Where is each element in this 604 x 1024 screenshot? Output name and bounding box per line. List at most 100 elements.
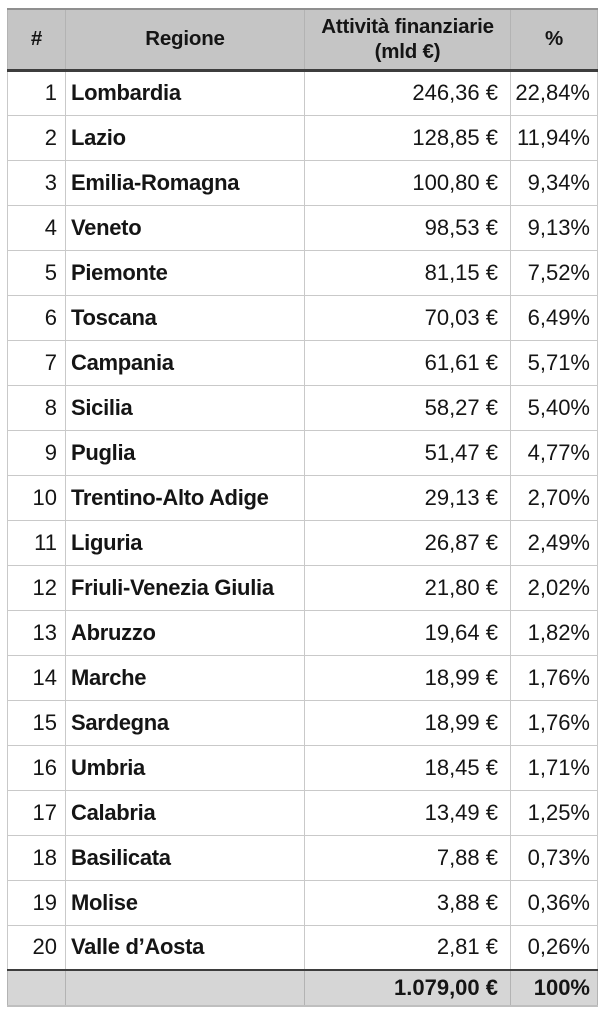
value-cell: 21,80 € xyxy=(304,564,511,611)
pct-cell: 6,49% xyxy=(510,294,598,341)
pct-cell: 5,71% xyxy=(510,339,598,386)
value-cell: 18,99 € xyxy=(304,654,511,701)
region-cell: Marche xyxy=(65,654,305,701)
header-rank: # xyxy=(7,8,66,72)
value-cell: 18,45 € xyxy=(304,744,511,791)
value-cell: 19,64 € xyxy=(304,609,511,656)
rank-cell: 19 xyxy=(7,879,66,926)
pct-cell: 1,76% xyxy=(510,699,598,746)
total-region-cell xyxy=(65,969,305,1007)
table-row: 2 Lazio 128,85 € 11,94% xyxy=(7,114,598,161)
region-cell: Sardegna xyxy=(65,699,305,746)
pct-cell: 1,76% xyxy=(510,654,598,701)
region-cell: Friuli-Venezia Giulia xyxy=(65,564,305,611)
value-cell: 128,85 € xyxy=(304,114,511,161)
table-row: 11 Liguria 26,87 € 2,49% xyxy=(7,519,598,566)
pct-cell: 0,26% xyxy=(510,924,598,971)
table-row: 20 Valle d’Aosta 2,81 € 0,26% xyxy=(7,924,598,971)
pct-cell: 0,73% xyxy=(510,834,598,881)
pct-cell: 2,49% xyxy=(510,519,598,566)
table-row: 5 Piemonte 81,15 € 7,52% xyxy=(7,249,598,296)
pct-cell: 7,52% xyxy=(510,249,598,296)
table-body: 1 Lombardia 246,36 € 22,84% 2 Lazio 128,… xyxy=(7,69,598,971)
table-row: 17 Calabria 13,49 € 1,25% xyxy=(7,789,598,836)
rank-cell: 10 xyxy=(7,474,66,521)
rank-cell: 12 xyxy=(7,564,66,611)
rank-cell: 13 xyxy=(7,609,66,656)
pct-cell: 2,02% xyxy=(510,564,598,611)
rank-cell: 16 xyxy=(7,744,66,791)
value-cell: 7,88 € xyxy=(304,834,511,881)
pct-cell: 9,13% xyxy=(510,204,598,251)
region-cell: Valle d’Aosta xyxy=(65,924,305,971)
value-cell: 81,15 € xyxy=(304,249,511,296)
table-row: 19 Molise 3,88 € 0,36% xyxy=(7,879,598,926)
pct-cell: 1,82% xyxy=(510,609,598,656)
region-cell: Calabria xyxy=(65,789,305,836)
rank-cell: 20 xyxy=(7,924,66,971)
total-value-cell: 1.079,00 € xyxy=(304,969,511,1007)
value-cell: 70,03 € xyxy=(304,294,511,341)
value-cell: 58,27 € xyxy=(304,384,511,431)
rank-cell: 14 xyxy=(7,654,66,701)
table-row: 14 Marche 18,99 € 1,76% xyxy=(7,654,598,701)
table-row: 1 Lombardia 246,36 € 22,84% xyxy=(7,69,598,116)
region-cell: Toscana xyxy=(65,294,305,341)
region-cell: Liguria xyxy=(65,519,305,566)
rank-cell: 2 xyxy=(7,114,66,161)
header-value-line2: (mld €) xyxy=(374,40,441,64)
value-cell: 26,87 € xyxy=(304,519,511,566)
pct-cell: 22,84% xyxy=(510,69,598,116)
table-row: 8 Sicilia 58,27 € 5,40% xyxy=(7,384,598,431)
pct-cell: 9,34% xyxy=(510,159,598,206)
region-cell: Puglia xyxy=(65,429,305,476)
region-cell: Molise xyxy=(65,879,305,926)
header-row: # Regione Attività finanziarie (mld €) % xyxy=(7,8,598,72)
pct-cell: 0,36% xyxy=(510,879,598,926)
region-cell: Campania xyxy=(65,339,305,386)
table-row: 16 Umbria 18,45 € 1,71% xyxy=(7,744,598,791)
rank-cell: 7 xyxy=(7,339,66,386)
table-row: 13 Abruzzo 19,64 € 1,82% xyxy=(7,609,598,656)
region-cell: Piemonte xyxy=(65,249,305,296)
total-rank-cell xyxy=(7,969,66,1007)
table-row: 9 Puglia 51,47 € 4,77% xyxy=(7,429,598,476)
region-cell: Trentino-Alto Adige xyxy=(65,474,305,521)
pct-cell: 1,71% xyxy=(510,744,598,791)
value-cell: 100,80 € xyxy=(304,159,511,206)
header-value: Attività finanziarie (mld €) xyxy=(304,8,511,72)
value-cell: 18,99 € xyxy=(304,699,511,746)
region-cell: Sicilia xyxy=(65,384,305,431)
value-cell: 2,81 € xyxy=(304,924,511,971)
header-region: Regione xyxy=(65,8,305,72)
rank-cell: 8 xyxy=(7,384,66,431)
rank-cell: 15 xyxy=(7,699,66,746)
rank-cell: 4 xyxy=(7,204,66,251)
total-pct-cell: 100% xyxy=(510,969,598,1007)
rank-cell: 6 xyxy=(7,294,66,341)
header-pct: % xyxy=(510,8,598,72)
value-cell: 61,61 € xyxy=(304,339,511,386)
pct-cell: 2,70% xyxy=(510,474,598,521)
value-cell: 51,47 € xyxy=(304,429,511,476)
regions-financial-assets-table: # Regione Attività finanziarie (mld €) %… xyxy=(7,8,598,1007)
rank-cell: 17 xyxy=(7,789,66,836)
table-header: # Regione Attività finanziarie (mld €) % xyxy=(7,8,598,72)
region-cell: Lombardia xyxy=(65,69,305,116)
table-row: 15 Sardegna 18,99 € 1,76% xyxy=(7,699,598,746)
region-cell: Veneto xyxy=(65,204,305,251)
table-row: 3 Emilia-Romagna 100,80 € 9,34% xyxy=(7,159,598,206)
value-cell: 3,88 € xyxy=(304,879,511,926)
pct-cell: 11,94% xyxy=(510,114,598,161)
table-row: 4 Veneto 98,53 € 9,13% xyxy=(7,204,598,251)
rank-cell: 5 xyxy=(7,249,66,296)
table-footer: 1.079,00 € 100% xyxy=(7,969,598,1007)
pct-cell: 5,40% xyxy=(510,384,598,431)
header-value-line1: Attività finanziarie xyxy=(321,14,494,38)
rank-cell: 18 xyxy=(7,834,66,881)
value-cell: 29,13 € xyxy=(304,474,511,521)
total-row: 1.079,00 € 100% xyxy=(7,969,598,1007)
region-cell: Lazio xyxy=(65,114,305,161)
rank-cell: 11 xyxy=(7,519,66,566)
